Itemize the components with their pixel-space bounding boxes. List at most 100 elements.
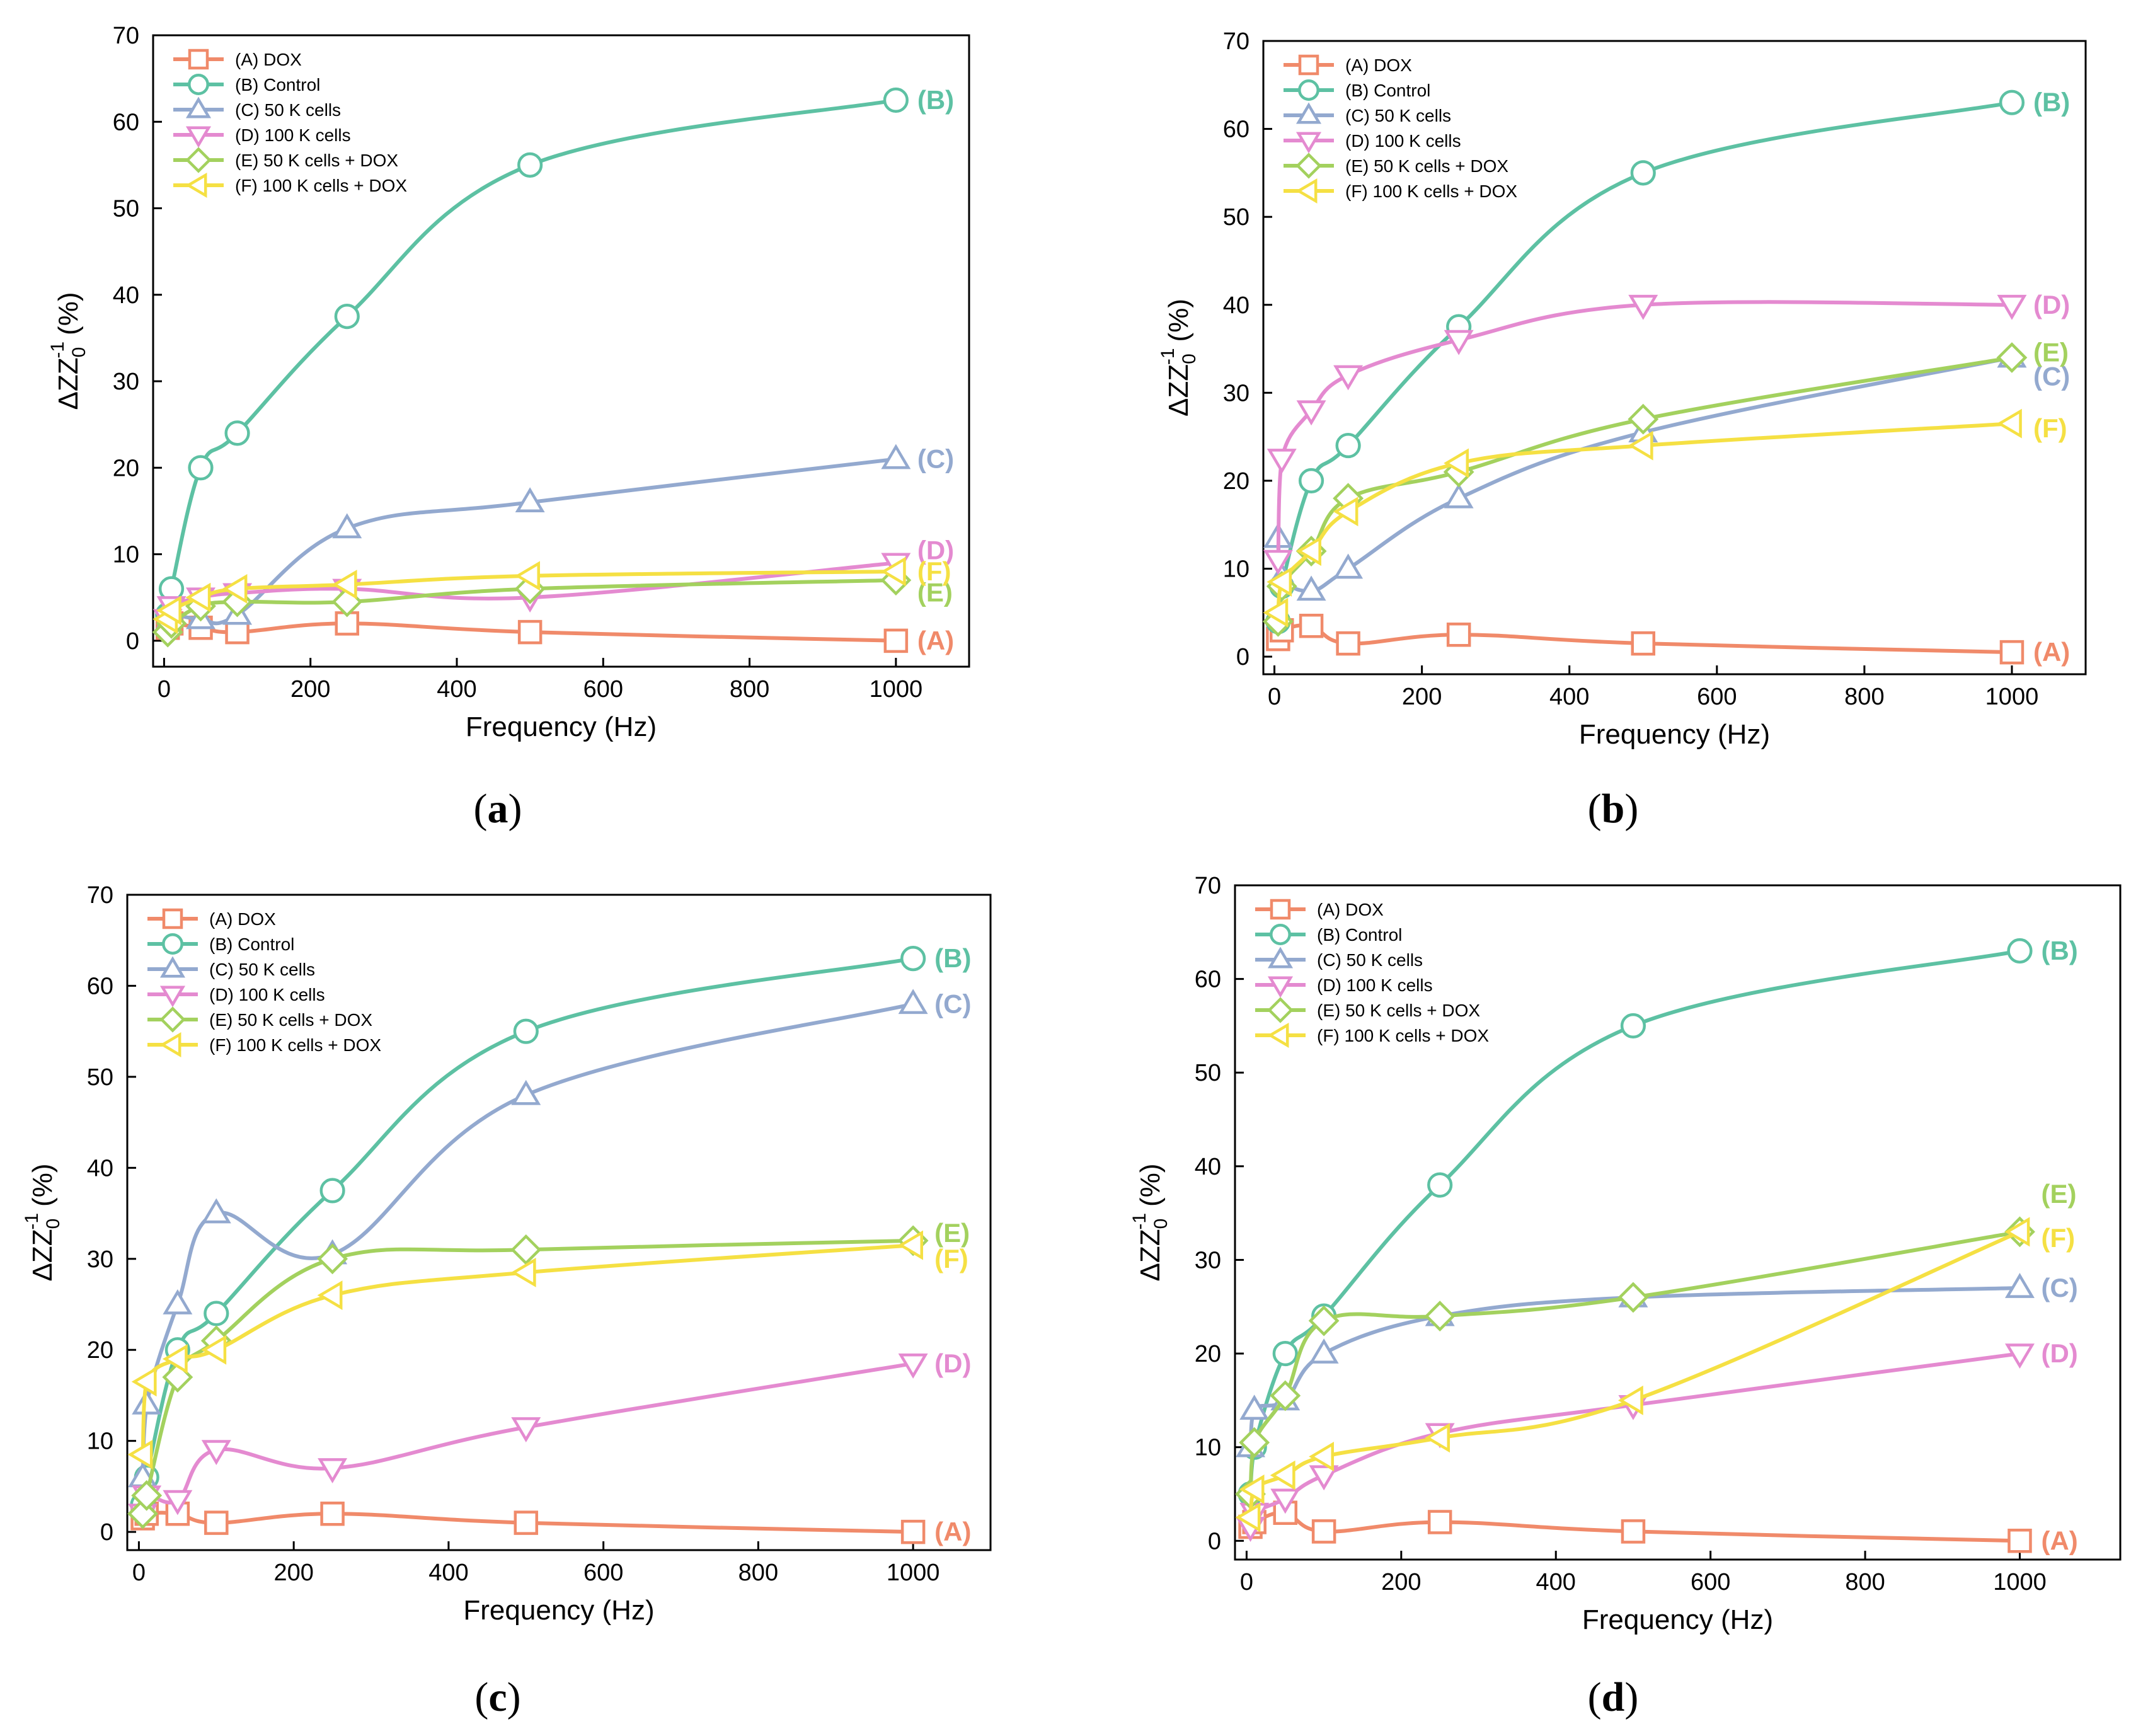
x-tick-label: 0 — [158, 676, 171, 703]
x-tick-label: 200 — [273, 1560, 313, 1586]
series-C-point — [515, 487, 545, 513]
legend-A-marker — [1298, 54, 1319, 76]
series-C-point — [2004, 1273, 2035, 1298]
series-B-point — [1335, 432, 1361, 459]
legend-E-label: (E) 50 K cells + DOX — [209, 1010, 372, 1030]
legend-F-label: (F) 100 K cells + DOX — [1317, 1026, 1489, 1045]
series-C-end-label: (C) — [934, 989, 971, 1018]
legend-C-marker — [1295, 102, 1322, 124]
y-tick-label: 0 — [1236, 644, 1249, 670]
panel-label-a: (a) — [474, 786, 522, 832]
legend-D-marker — [1267, 976, 1294, 998]
legend-C-label: (C) 50 K cells — [235, 100, 341, 120]
series-F-point — [515, 561, 540, 591]
series-C-line — [1276, 355, 2013, 593]
series-A-point — [1631, 631, 1656, 656]
y-tick-label: 40 — [87, 1155, 113, 1181]
series-D-point — [1270, 1488, 1301, 1514]
y-tick-label: 40 — [1223, 292, 1249, 319]
series-F-point — [1263, 597, 1289, 628]
series-E-point — [1270, 1380, 1301, 1411]
series-F-point — [156, 595, 181, 626]
y-tick-label: 20 — [87, 1337, 113, 1364]
x-tick-label: 1000 — [887, 1560, 940, 1586]
y-tick-label: 40 — [1195, 1154, 1221, 1180]
series-F-point — [162, 1344, 188, 1374]
y-tick-label: 70 — [1195, 873, 1221, 899]
series-C-end-label: (C) — [2033, 362, 2070, 391]
series-A-point — [517, 619, 543, 645]
series-F-end-label: (F) — [2041, 1223, 2075, 1253]
panel-label-d: (d) — [1588, 1674, 1639, 1720]
panel-label-letter: d — [1602, 1674, 1625, 1720]
series-A-end-label: (A) — [934, 1517, 971, 1546]
panel-label-open: ( — [1588, 786, 1602, 832]
y-tick-label: 60 — [1223, 117, 1249, 143]
y-tick-label: 60 — [1195, 967, 1221, 993]
series-E-point — [1239, 1427, 1270, 1458]
x-tick-label: 800 — [1844, 684, 1884, 710]
y-axis-label-main: ΔZZ — [1135, 1229, 1166, 1281]
y-axis-label-sup: -1 — [1129, 1213, 1150, 1230]
series-C: (C) — [128, 989, 971, 1488]
series-A-point — [1299, 613, 1324, 638]
legend-B-label: (B) Control — [1345, 81, 1430, 100]
series-E: (E) — [127, 1218, 970, 1529]
series-B: (B) — [155, 85, 954, 628]
plot-frame — [152, 34, 970, 668]
series-A-point — [2008, 1529, 2032, 1553]
series-F-point — [222, 573, 248, 604]
series-E-end-label: (E) — [2033, 338, 2069, 367]
plot-frame — [126, 894, 992, 1551]
series-B-point — [1630, 160, 1656, 186]
series-D-point — [1628, 294, 1658, 320]
y-axis-label-sup: -1 — [1157, 348, 1178, 365]
legend-C-label: (C) 50 K cells — [1345, 106, 1451, 125]
y-axis-label-main: ΔZZ — [53, 357, 84, 410]
legend: (A) DOX (B) Control (C) 50 K cells (D) 100 … — [173, 49, 407, 198]
legend-D-marker — [1295, 132, 1322, 154]
x-tick-label: 600 — [1697, 684, 1737, 710]
legend-E-marker — [185, 147, 212, 173]
series-C-point — [1444, 483, 1474, 509]
series-F-point — [1270, 1460, 1295, 1490]
x-tick-label: 600 — [583, 1560, 623, 1586]
y-tick-label: 10 — [1195, 1435, 1221, 1461]
x-tick-label: 800 — [738, 1560, 778, 1586]
y-tick-label: 70 — [87, 882, 113, 909]
series-B-point — [513, 1018, 539, 1044]
y-axis-label: ΔZZ0-1 (%) — [21, 1164, 64, 1282]
series-D-point — [511, 1417, 541, 1442]
series-D-point — [318, 1458, 348, 1483]
x-tick-label: 600 — [1691, 1569, 1730, 1595]
legend-A-marker — [162, 908, 183, 929]
y-tick-label: 60 — [113, 109, 139, 135]
series-F-point — [1444, 448, 1469, 478]
legend-B-marker — [188, 74, 209, 95]
legend-F-label: (F) 100 K cells + DOX — [235, 176, 407, 195]
x-tick-label: 200 — [1402, 684, 1442, 710]
y-axis-label-main: ΔZZ — [1163, 364, 1194, 417]
series-E-point — [127, 1498, 159, 1529]
plot-frame — [1262, 40, 2087, 675]
legend-F-label: (F) 100 K cells + DOX — [1345, 181, 1517, 201]
series-F-point — [201, 1335, 227, 1365]
series-D-end-label: (D) — [2041, 1338, 2077, 1368]
series-B-end-label: (B) — [934, 943, 971, 973]
series-A-point — [1427, 1510, 1452, 1534]
series-A-point — [1621, 1519, 1646, 1544]
series-F-point — [127, 1439, 153, 1469]
legend-A-label: (A) DOX — [209, 909, 276, 929]
legend-D-marker — [185, 126, 212, 148]
series-D-point — [1267, 449, 1297, 474]
series-A: (A) — [130, 1501, 971, 1546]
x-axis-label: Frequency (Hz) — [1579, 719, 1770, 750]
y-tick-label: 20 — [113, 455, 139, 481]
legend-F-marker — [185, 172, 207, 198]
x-tick-label: 400 — [428, 1560, 468, 1586]
panel-label-c: (c) — [474, 1674, 520, 1720]
y-tick-label: 50 — [1195, 1060, 1221, 1086]
series-B-line — [166, 98, 897, 616]
series-E-point — [131, 1480, 163, 1511]
